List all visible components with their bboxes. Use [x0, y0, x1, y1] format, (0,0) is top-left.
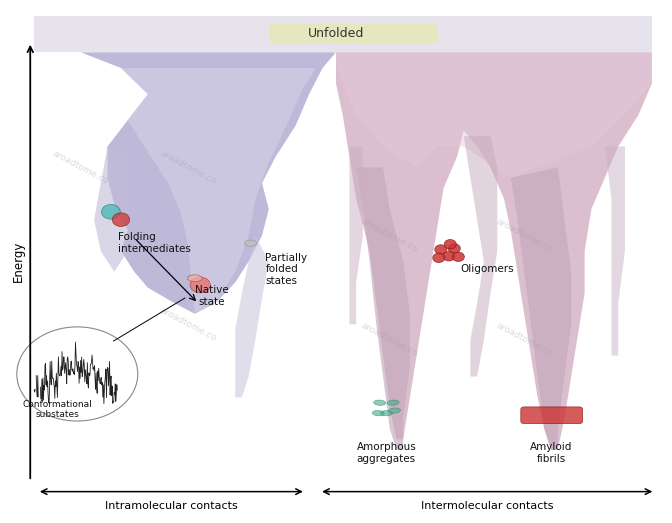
Circle shape — [101, 204, 120, 219]
Circle shape — [435, 245, 447, 254]
Ellipse shape — [374, 400, 386, 405]
Text: aroadtome.co: aroadtome.co — [51, 149, 110, 186]
Circle shape — [444, 240, 456, 249]
Ellipse shape — [388, 408, 401, 413]
Polygon shape — [464, 136, 497, 377]
Circle shape — [448, 244, 460, 253]
Text: aroadtome.co: aroadtome.co — [495, 217, 554, 254]
Polygon shape — [336, 52, 652, 450]
Text: Amorphous
aggregates: Amorphous aggregates — [357, 442, 416, 463]
Circle shape — [112, 213, 130, 226]
Text: Unfolded: Unfolded — [308, 28, 364, 40]
Circle shape — [443, 252, 455, 261]
Ellipse shape — [245, 240, 257, 246]
Text: Partially
folded
states: Partially folded states — [265, 253, 308, 286]
Text: aroadtome.co: aroadtome.co — [495, 321, 554, 359]
Text: Energy: Energy — [11, 241, 25, 282]
Polygon shape — [336, 52, 652, 178]
Circle shape — [433, 253, 445, 263]
Polygon shape — [34, 16, 652, 52]
Text: Native
state: Native state — [195, 285, 228, 306]
Text: aroadtome.co: aroadtome.co — [360, 217, 419, 254]
FancyBboxPatch shape — [521, 407, 583, 424]
Polygon shape — [605, 146, 625, 356]
Text: aroadtome.co: aroadtome.co — [159, 305, 218, 343]
Text: Folding
intermediates: Folding intermediates — [118, 232, 190, 254]
Polygon shape — [34, 52, 336, 314]
Text: aroadtome.co: aroadtome.co — [159, 149, 218, 186]
Polygon shape — [511, 167, 571, 450]
Polygon shape — [121, 68, 316, 314]
Polygon shape — [356, 167, 410, 450]
Text: Intramolecular contacts: Intramolecular contacts — [105, 501, 238, 511]
Text: Amyloid
fibrils: Amyloid fibrils — [530, 442, 573, 463]
Ellipse shape — [387, 400, 399, 405]
Ellipse shape — [187, 275, 202, 281]
Text: aroadtome.co: aroadtome.co — [360, 321, 419, 359]
Polygon shape — [235, 235, 269, 397]
Ellipse shape — [380, 411, 392, 416]
Polygon shape — [349, 146, 363, 324]
Polygon shape — [94, 146, 128, 272]
Text: Oligomers: Oligomers — [460, 264, 514, 275]
Polygon shape — [269, 24, 437, 43]
Circle shape — [452, 252, 464, 262]
Text: Conformational
substates: Conformational substates — [22, 400, 92, 419]
Ellipse shape — [372, 411, 384, 416]
Circle shape — [17, 327, 138, 421]
Circle shape — [190, 277, 210, 293]
Text: Intermolecular contacts: Intermolecular contacts — [421, 501, 554, 511]
